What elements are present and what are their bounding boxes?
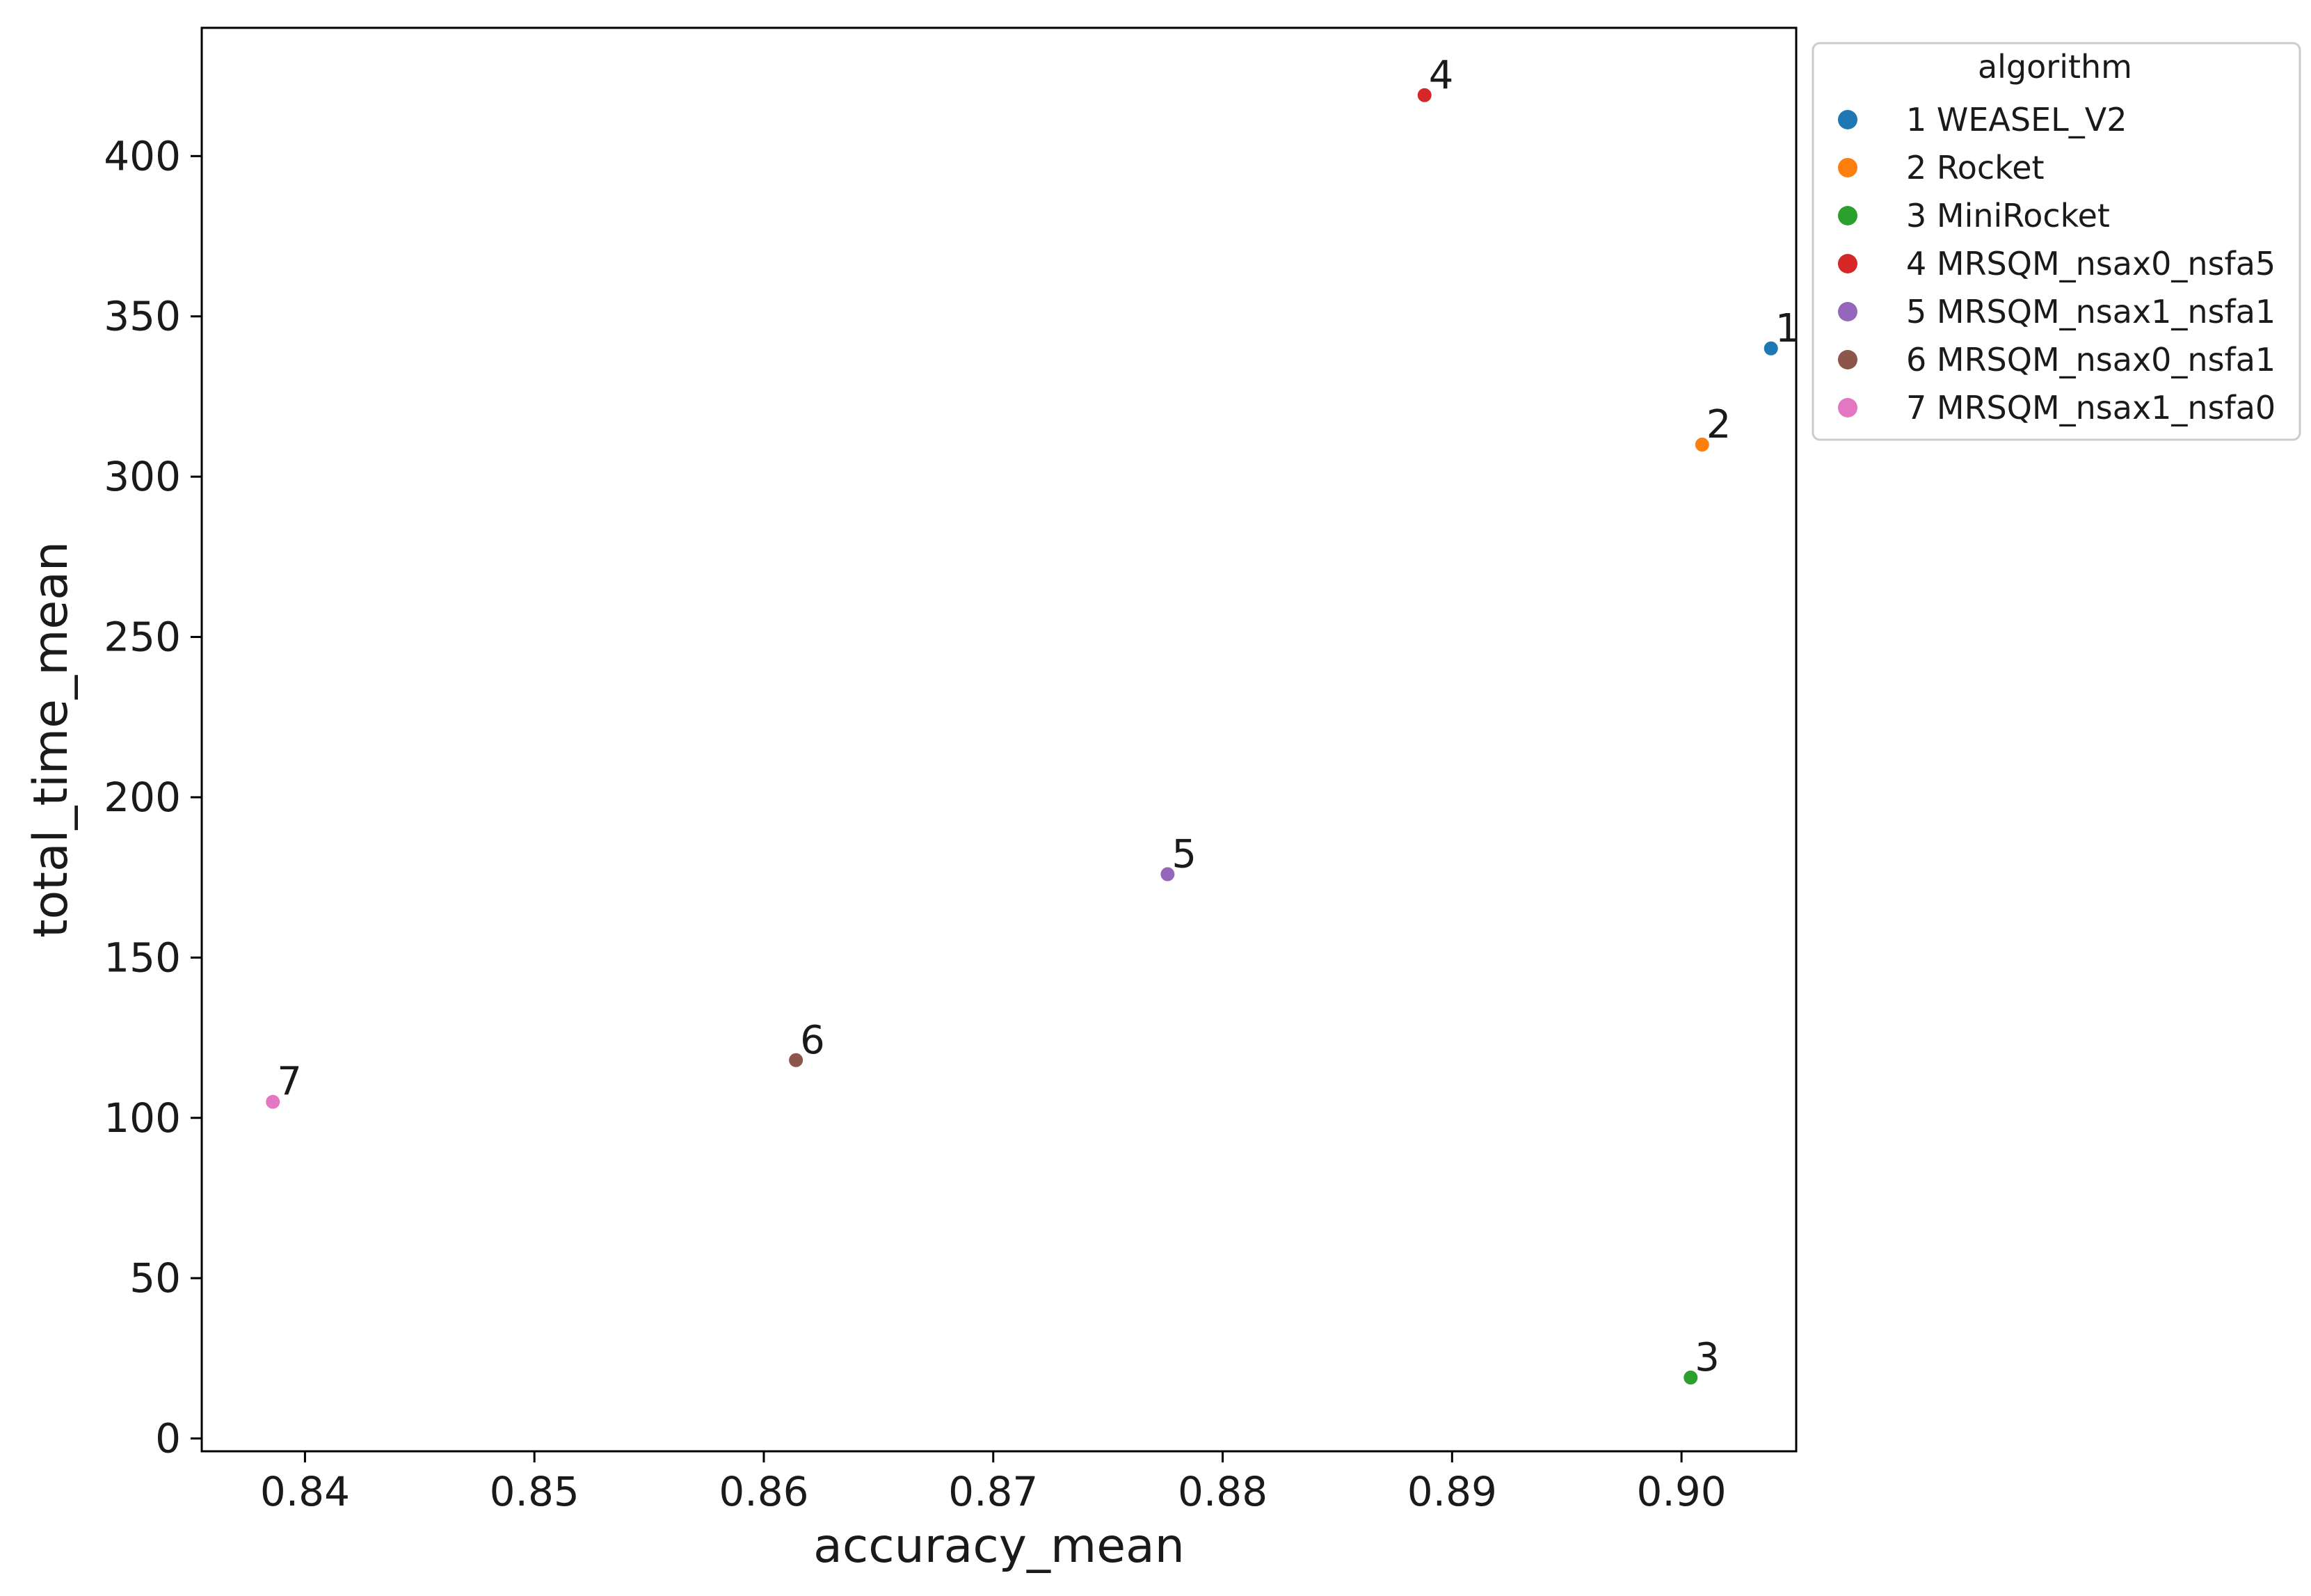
data-point [1159, 865, 1176, 883]
data-point [264, 1093, 282, 1110]
legend-marker [1838, 110, 1857, 129]
legend-marker [1838, 254, 1857, 273]
x-tick-label: 0.84 [260, 1468, 350, 1515]
y-tick-label: 100 [104, 1094, 181, 1142]
legend-marker [1838, 206, 1857, 225]
plot-area [200, 26, 1798, 1453]
legend-marker [1838, 302, 1857, 321]
legend-title: algorithm [1978, 48, 2132, 86]
data-point-label: 1 [1775, 306, 1800, 351]
x-tick-label: 0.85 [490, 1468, 579, 1515]
data-point-label: 2 [1706, 402, 1732, 447]
data-point-label: 6 [800, 1018, 825, 1063]
legend-entry: 7 MRSQM_nsax1_nsfa0 [1906, 389, 2276, 426]
data-point-label: 4 [1429, 53, 1454, 98]
y-tick-label: 150 [104, 934, 181, 981]
legend-entry: 2 Rocket [1906, 149, 2045, 186]
y-tick-label: 400 [104, 132, 181, 179]
data-point [1762, 340, 1780, 357]
data-point [1693, 436, 1711, 454]
legend-items: 1 WEASEL_V2 2 Rocket 3 MiniRocket 4 MRSQM_n… [1838, 101, 2276, 426]
y-tick-label: 50 [129, 1254, 181, 1302]
x-tick-label: 0.87 [948, 1468, 1038, 1515]
data-point-label: 5 [1172, 832, 1197, 877]
y-axis-label: total_time_mean [24, 541, 79, 938]
legend-frame [1812, 42, 2301, 441]
x-tick-label: 0.88 [1178, 1468, 1268, 1515]
x-tick-label: 0.86 [719, 1468, 808, 1515]
legend-entry: 6 MRSQM_nsax0_nsfa1 [1906, 341, 2276, 378]
legend-entry: 5 MRSQM_nsax1_nsfa1 [1906, 293, 2276, 330]
x-axis-label: accuracy_mean [813, 1519, 1185, 1574]
x-tick-label: 0.90 [1637, 1468, 1727, 1515]
data-point-label: 7 [277, 1060, 302, 1105]
y-axis-ticks: 0 50 100 150 200 250 300 350 400 [104, 132, 202, 1462]
legend-entry: 1 WEASEL_V2 [1906, 101, 2127, 138]
data-point [1416, 86, 1433, 104]
data-point-label: 3 [1695, 1335, 1720, 1380]
legend-marker [1838, 158, 1857, 177]
legend-entry: 3 MiniRocket [1906, 197, 2110, 234]
x-axis-ticks: 0.84 0.85 0.86 0.87 0.88 0.89 0.90 [260, 1451, 1727, 1515]
legend: algorithm 1 WEASEL_V2 2 Rocket 3 MiniRocke… [1812, 42, 2301, 441]
y-tick-label: 350 [104, 293, 181, 340]
data-point [1682, 1369, 1700, 1387]
legend-entry: 4 MRSQM_nsax0_nsfa5 [1906, 245, 2276, 282]
legend-marker [1838, 350, 1857, 369]
x-tick-label: 0.89 [1407, 1468, 1497, 1515]
data-points: 1 2 3 4 5 6 7 [264, 53, 1800, 1387]
y-tick-label: 0 [155, 1415, 181, 1462]
legend-marker [1838, 398, 1857, 417]
y-tick-label: 250 [104, 614, 181, 661]
data-point [787, 1051, 805, 1069]
y-tick-label: 200 [104, 774, 181, 821]
y-tick-label: 300 [104, 453, 181, 500]
